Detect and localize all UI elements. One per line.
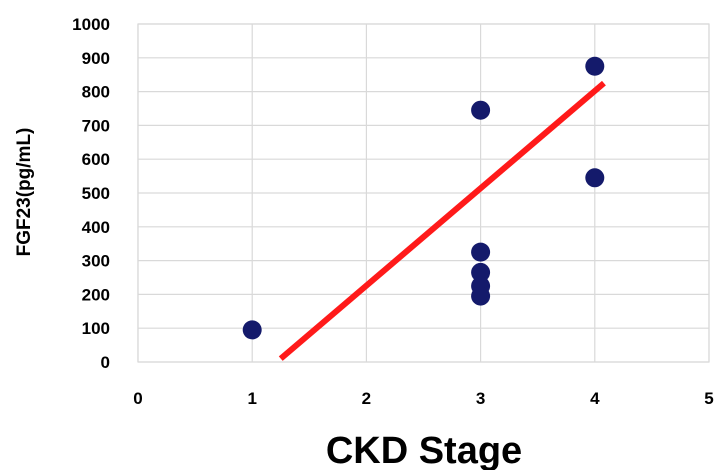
y-tick-label: 700 [82,116,110,135]
y-tick-label: 1000 [72,15,110,34]
data-point [471,242,491,262]
data-point [585,168,605,188]
y-axis-title: FGF23(pg/mL) [14,128,35,257]
trendline-layer [278,80,606,361]
x-tick-label: 0 [133,389,142,408]
y-tick-label: 0 [101,353,110,372]
x-tick-label: 5 [704,389,713,408]
x-tick-label: 4 [590,389,600,408]
data-point [585,56,605,76]
y-tick-label: 800 [82,83,110,102]
data-point [471,286,491,306]
data-point [471,100,491,120]
x-tick-label: 3 [476,389,485,408]
y-tick-label: 200 [82,285,110,304]
x-axis-title: CKD Stage [326,430,522,470]
x-tick-label: 1 [247,389,256,408]
y-tick-label: 400 [82,218,110,237]
y-tick-label: 600 [82,150,110,169]
tick-labels-layer: 0 1 2 3 4 5 0 100 200 300 400 500 600 700 800 900 1000 [72,15,714,408]
data-point [471,262,491,282]
y-tick-label: 500 [82,184,110,203]
data-point [242,320,262,340]
data-points-layer [242,56,605,340]
x-tick-label: 2 [362,389,371,408]
y-tick-label: 100 [82,319,110,338]
grid-layer [137,23,710,363]
linear-trendline [278,80,606,361]
y-tick-label: 900 [82,49,110,68]
y-tick-label: 300 [82,252,110,271]
